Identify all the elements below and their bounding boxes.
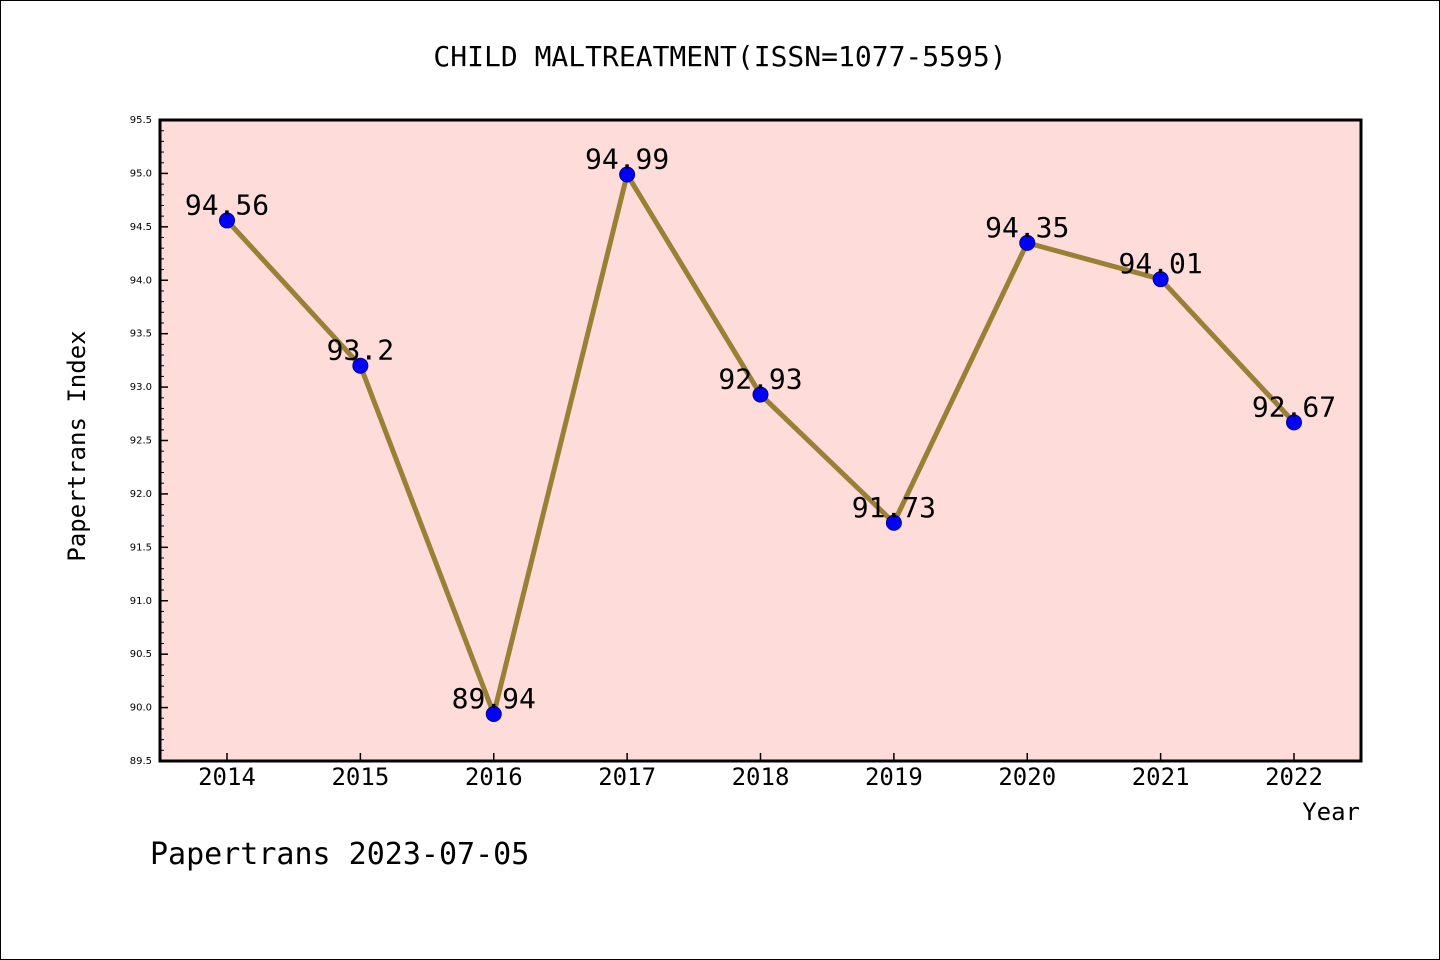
y-tick-label: 91.0 bbox=[130, 596, 152, 607]
data-label: 94.35 bbox=[985, 211, 1069, 244]
y-tick-label: 90.0 bbox=[130, 703, 152, 714]
data-label: 92.67 bbox=[1252, 390, 1336, 423]
data-label: 94.01 bbox=[1118, 247, 1202, 280]
plot-area bbox=[160, 120, 1361, 761]
data-point bbox=[1019, 234, 1036, 251]
y-tick-label: 93.0 bbox=[130, 382, 152, 393]
data-labels-group: 94.56 93.2 89.94 94.99 92.93 91.73 94.35 94.01 9… bbox=[185, 142, 1336, 715]
x-tick-label: 2015 bbox=[331, 763, 389, 791]
x-tick-label: 2021 bbox=[1132, 763, 1190, 791]
x-tick-label: 2018 bbox=[732, 763, 790, 791]
x-tick-label: 2014 bbox=[198, 763, 256, 791]
data-label: 92.93 bbox=[718, 363, 802, 396]
data-point bbox=[1152, 271, 1169, 288]
data-point bbox=[219, 212, 235, 229]
data-label: 91.73 bbox=[852, 491, 936, 524]
x-tick-label: 2016 bbox=[465, 763, 523, 791]
plot-border bbox=[158, 118, 1363, 763]
y-tick-label: 93.5 bbox=[130, 329, 152, 340]
chart-title: CHILD MALTREATMENT(ISSN=1077-5595) bbox=[433, 40, 1006, 73]
y-axis-label: Papertrans Index bbox=[63, 330, 91, 561]
x-tick-label: 2017 bbox=[598, 763, 656, 791]
data-point bbox=[1286, 414, 1302, 431]
y-tick-label: 95.0 bbox=[130, 168, 152, 179]
x-axis-label: Year bbox=[1302, 798, 1360, 826]
data-point bbox=[885, 514, 902, 531]
data-point bbox=[619, 166, 636, 183]
x-tick-label: 2022 bbox=[1265, 763, 1323, 791]
y-tick-label: 91.5 bbox=[130, 542, 152, 553]
y-tick-label: 95.5 bbox=[130, 115, 152, 126]
data-label: 94.99 bbox=[585, 142, 669, 175]
data-label: 93.2 bbox=[327, 334, 394, 367]
y-tick-label: 94.5 bbox=[130, 222, 152, 233]
x-tick-label: 2020 bbox=[998, 763, 1056, 791]
y-tick-label: 90.5 bbox=[130, 649, 152, 660]
data-point bbox=[352, 357, 369, 374]
watermark-text: Papertrans 2023-07-05 bbox=[150, 837, 529, 872]
data-label: 89.94 bbox=[452, 682, 536, 715]
y-tick-label: 92.5 bbox=[130, 436, 152, 447]
data-point bbox=[752, 386, 769, 403]
data-point bbox=[485, 705, 502, 722]
y-tick-label: 89.5 bbox=[130, 756, 152, 767]
data-label: 94.56 bbox=[185, 188, 269, 221]
y-tick-label: 92.0 bbox=[130, 489, 152, 500]
x-tick-label: 2019 bbox=[865, 763, 923, 791]
x-axis: 2014 2015 2016 2017 2018 2019 2020 2021 2022 bbox=[198, 753, 1323, 791]
series-points-group bbox=[219, 166, 1302, 722]
y-tick-label: 94.0 bbox=[130, 275, 152, 286]
